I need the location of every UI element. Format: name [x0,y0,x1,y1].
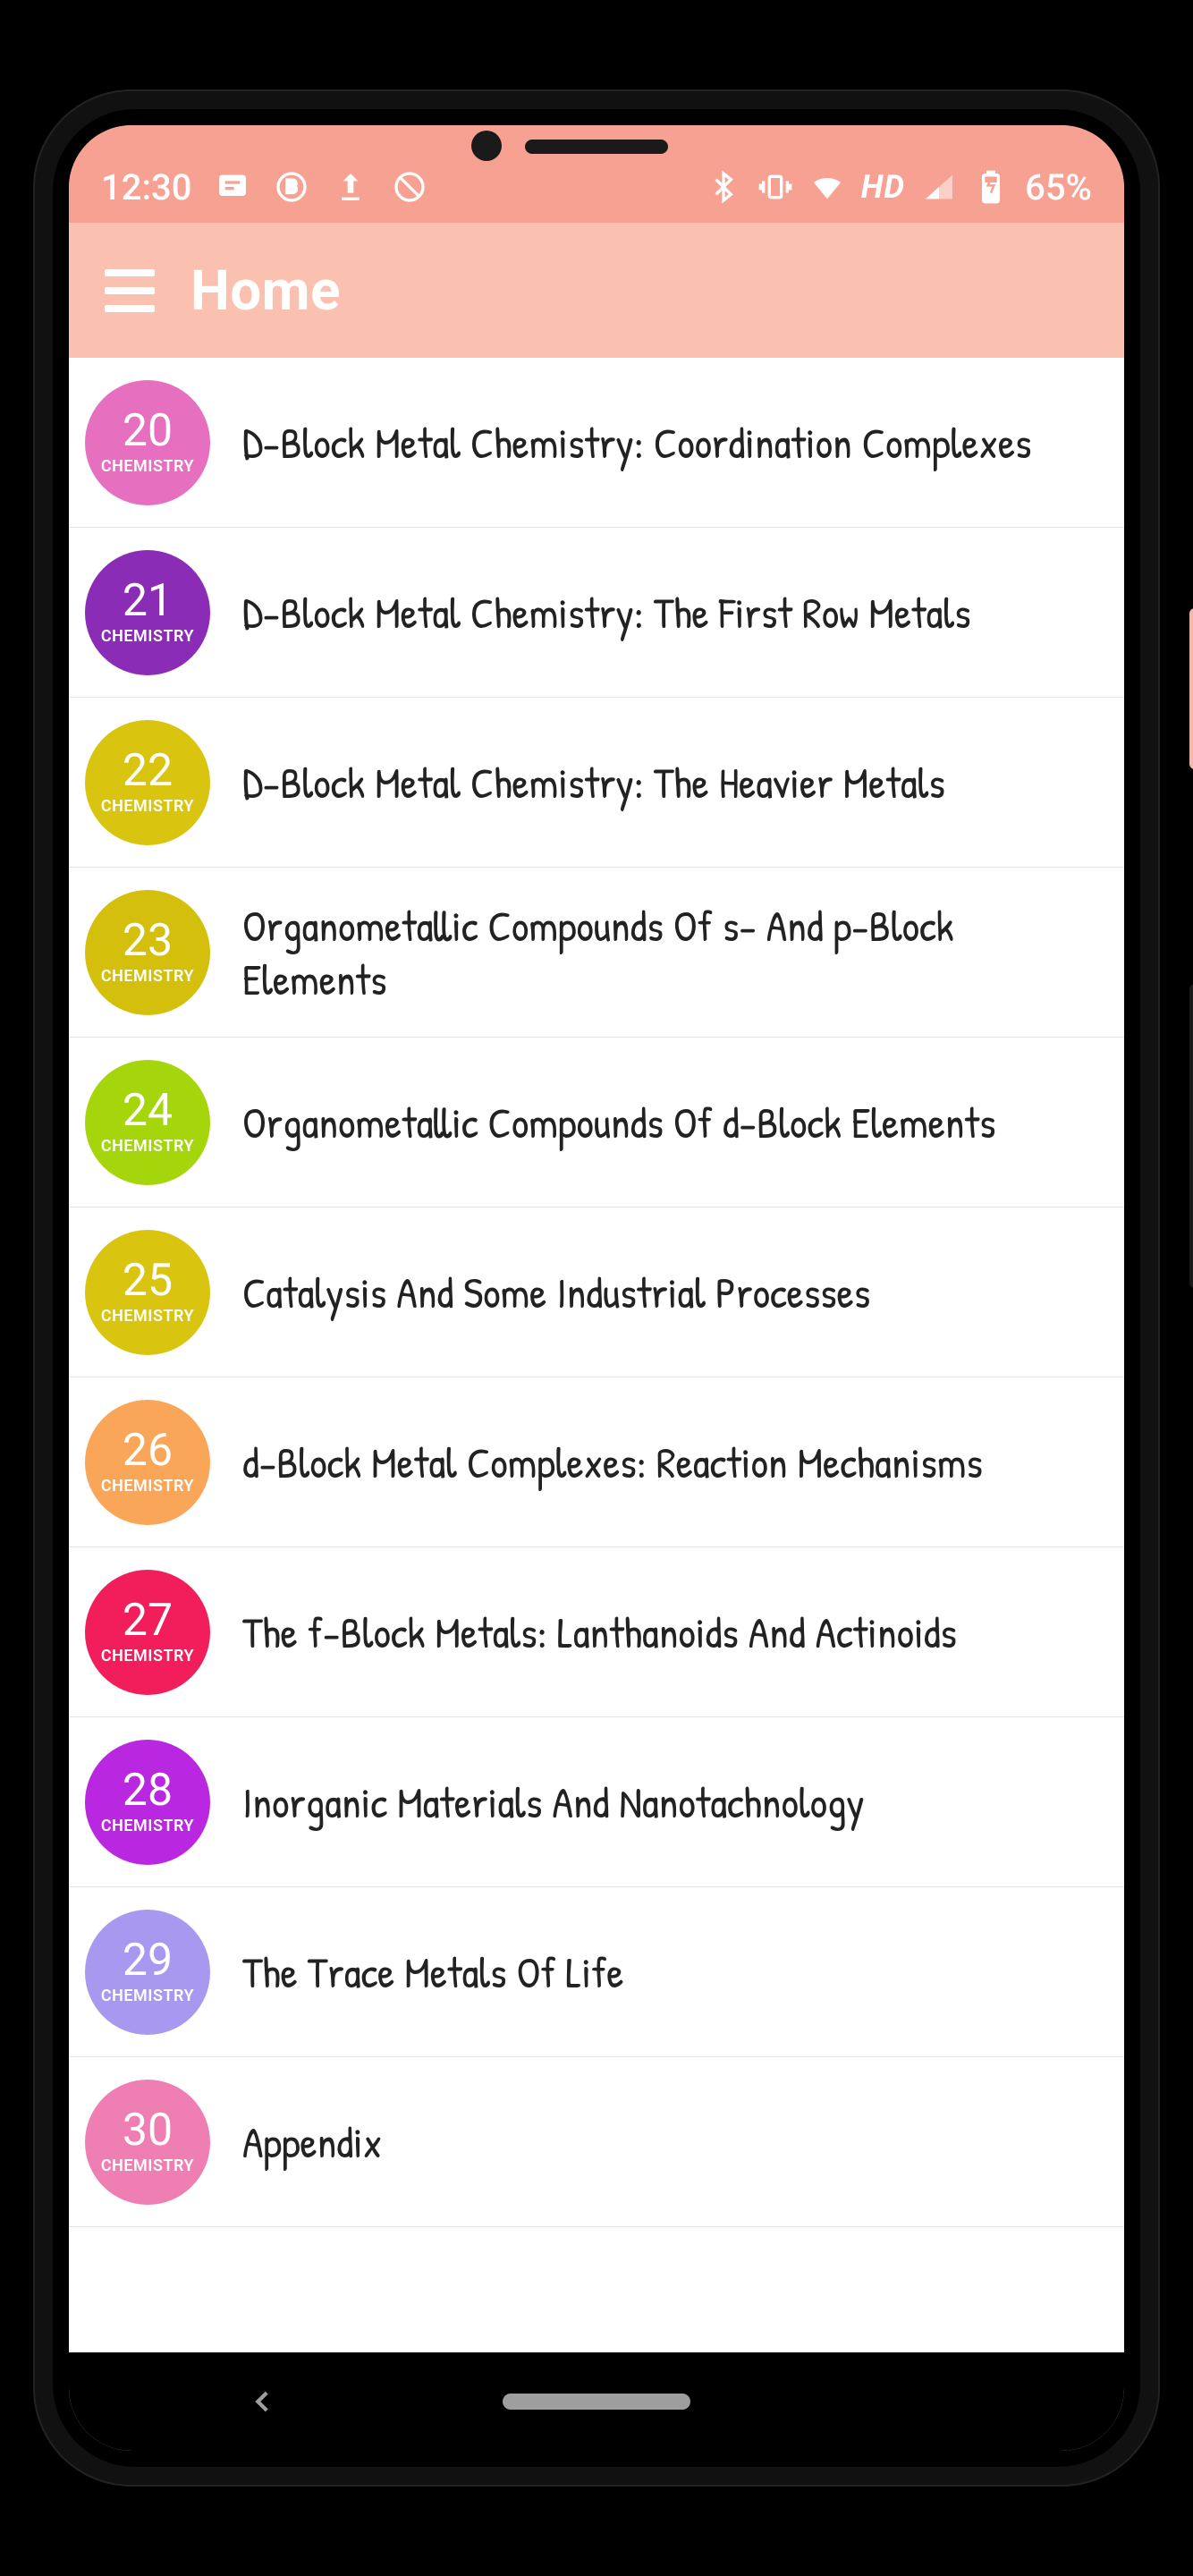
chapter-title: d-Block Metal Complexes: Reaction Mechan… [242,1436,1097,1489]
do-not-disturb-icon [392,169,427,205]
chapter-row[interactable]: 20 CHEMISTRY D-Block Metal Chemistry: Coor… [69,358,1124,528]
chapter-subject-label: CHEMISTRY [101,967,194,986]
app-header: 12:30 B [69,125,1124,358]
chapter-title: Organometallic Compounds Of s- And p-Blo… [242,899,1097,1006]
chapter-number: 22 [123,749,173,793]
chapter-subject-label: CHEMISTRY [101,797,194,816]
chapter-number: 24 [123,1089,173,1133]
android-nav-bar [69,2352,1124,2451]
battery-percent: 65% [1025,166,1092,208]
chapter-row[interactable]: 23 CHEMISTRY Organometallic Compounds Of s… [69,868,1124,1038]
chapter-title: D-Block Metal Chemistry: The Heavier Met… [242,756,1097,809]
status-left: 12:30 B [101,166,427,208]
nav-home-pill[interactable] [503,2394,690,2410]
chapter-row[interactable]: 26 CHEMISTRY d-Block Metal Complexes: Reac… [69,1377,1124,1547]
chapter-title: The Trace Metals Of Life [242,1945,1097,1999]
chapter-row[interactable]: 28 CHEMISTRY Inorganic Materials And Nanot… [69,1717,1124,1887]
phone-mockup: 12:30 B [0,0,1193,2576]
chapter-list: 20 CHEMISTRY D-Block Metal Chemistry: Coor… [69,358,1124,2227]
chapter-badge: 30 CHEMISTRY [85,2080,210,2205]
chapter-number: 26 [123,1428,173,1473]
chapter-title: Catalysis And Some Industrial Processes [242,1266,1097,1319]
chapter-subject-label: CHEMISTRY [101,1137,194,1156]
volume-button [1189,984,1193,1288]
nav-back-icon[interactable] [248,2377,278,2428]
chapter-list-scroll[interactable]: 20 CHEMISTRY D-Block Metal Chemistry: Coor… [69,358,1124,2352]
chapter-number: 23 [123,919,173,963]
chapter-badge: 29 CHEMISTRY [85,1910,210,2035]
chapter-badge: 25 CHEMISTRY [85,1230,210,1355]
chapter-row[interactable]: 22 CHEMISTRY D-Block Metal Chemistry: The … [69,698,1124,868]
chapter-title: Inorganic Materials And Nanotachnology [242,1775,1097,1829]
bluetooth-icon [706,169,741,205]
chapter-number: 25 [123,1258,173,1303]
chapter-badge: 26 CHEMISTRY [85,1400,210,1525]
chapter-title: The f-Block Metals: Lanthanoids And Acti… [242,1606,1097,1659]
chapter-row[interactable]: 25 CHEMISTRY Catalysis And Some Industrial… [69,1208,1124,1377]
chapter-row[interactable]: 30 CHEMISTRY Appendix [69,2057,1124,2227]
screen: 12:30 B [69,125,1124,2451]
chapter-number: 30 [123,2108,173,2153]
page-title: Home [190,258,341,324]
chapter-badge: 24 CHEMISTRY [85,1060,210,1185]
phone-speaker [525,140,668,154]
chapter-number: 28 [123,1768,173,1813]
status-time: 12:30 [101,166,191,208]
chapter-number: 27 [123,1598,173,1643]
device-frame-inner: 12:30 B [53,109,1140,2467]
chapter-badge: 20 CHEMISTRY [85,380,210,505]
chapter-subject-label: CHEMISTRY [101,1987,194,2005]
battery-icon [973,169,1009,205]
hd-indicator: HD [861,168,905,206]
svg-text:B: B [286,176,298,198]
chapter-subject-label: CHEMISTRY [101,1307,194,1326]
wifi-icon [809,169,845,205]
status-right: HD 65% [706,166,1092,208]
chapter-subject-label: CHEMISTRY [101,457,194,476]
chapter-number: 20 [123,409,173,453]
chapter-badge: 27 CHEMISTRY [85,1570,210,1695]
phone-camera [471,131,502,161]
chapter-row[interactable]: 21 CHEMISTRY D-Block Metal Chemistry: The … [69,528,1124,698]
chapter-subject-label: CHEMISTRY [101,1647,194,1665]
chapter-badge: 22 CHEMISTRY [85,720,210,845]
power-button [1189,608,1193,769]
chapter-title: Organometallic Compounds Of d-Block Elem… [242,1096,1097,1149]
upload-icon [333,169,368,205]
chapter-row[interactable]: 27 CHEMISTRY The f-Block Metals: Lanthanoi… [69,1547,1124,1717]
chapter-number: 29 [123,1938,173,1983]
message-icon [215,169,250,205]
chapter-title: D-Block Metal Chemistry: Coordination Co… [242,416,1097,470]
hamburger-menu-icon[interactable] [105,269,155,312]
app-bar: Home [69,224,1124,358]
chapter-title: D-Block Metal Chemistry: The First Row M… [242,586,1097,640]
chapter-subject-label: CHEMISTRY [101,1817,194,1835]
chapter-badge: 21 CHEMISTRY [85,550,210,675]
chapter-row[interactable]: 24 CHEMISTRY Organometallic Compounds Of d… [69,1038,1124,1208]
vibrate-icon [757,169,793,205]
chapter-subject-label: CHEMISTRY [101,2157,194,2175]
chapter-title: Appendix [242,2115,1097,2169]
chapter-subject-label: CHEMISTRY [101,1477,194,1496]
chapter-badge: 23 CHEMISTRY [85,890,210,1015]
signal-icon [921,169,957,205]
circle-b-icon: B [274,169,309,205]
chapter-subject-label: CHEMISTRY [101,627,194,646]
chapter-row[interactable]: 29 CHEMISTRY The Trace Metals Of Life [69,1887,1124,2057]
device-frame-outer: 12:30 B [33,89,1160,2487]
chapter-badge: 28 CHEMISTRY [85,1740,210,1865]
chapter-number: 21 [123,579,173,623]
